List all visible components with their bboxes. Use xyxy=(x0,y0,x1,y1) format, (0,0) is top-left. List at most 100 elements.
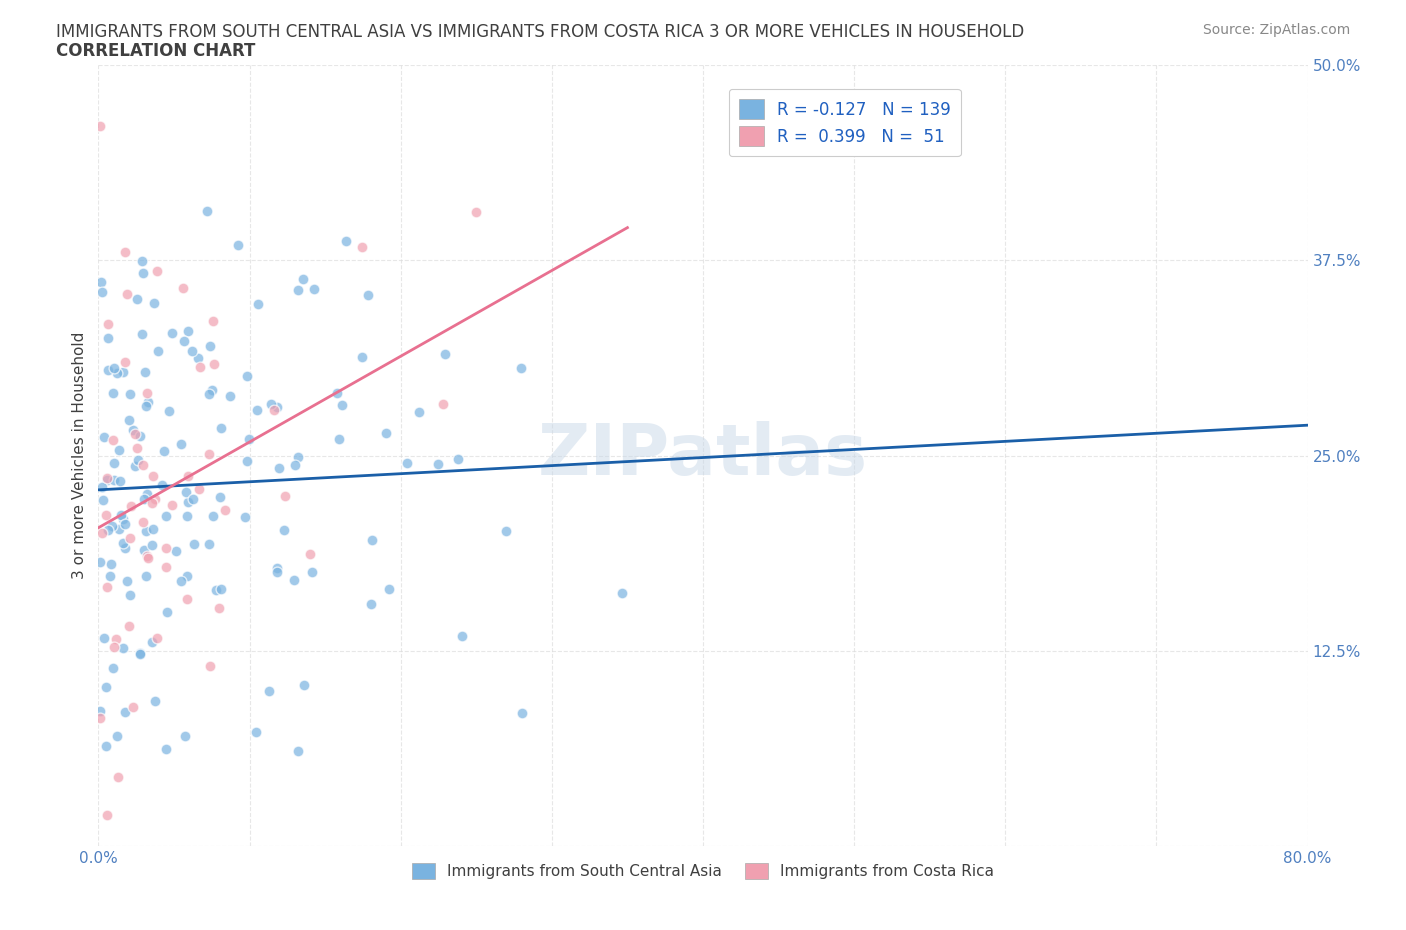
Point xyxy=(357,288,380,303)
Point xyxy=(91,493,114,508)
Point xyxy=(177,324,200,339)
Point xyxy=(98,568,121,583)
Point xyxy=(209,581,232,596)
Point xyxy=(90,525,112,540)
Point xyxy=(170,436,193,451)
Point xyxy=(352,240,374,255)
Point xyxy=(352,350,374,365)
Point xyxy=(136,549,159,564)
Point xyxy=(124,426,146,441)
Point xyxy=(173,728,195,743)
Point xyxy=(112,536,135,551)
Point xyxy=(328,432,350,446)
Point xyxy=(128,428,150,443)
Point xyxy=(111,641,134,656)
Point xyxy=(426,457,449,472)
Point xyxy=(142,522,165,537)
Point xyxy=(160,326,183,340)
Point xyxy=(124,458,146,473)
Point xyxy=(105,366,128,381)
Point xyxy=(236,454,259,469)
Point xyxy=(132,491,155,506)
Y-axis label: 3 or more Vehicles in Household: 3 or more Vehicles in Household xyxy=(72,332,87,579)
Point xyxy=(125,441,148,456)
Point xyxy=(509,361,531,376)
Point xyxy=(263,403,285,418)
Point xyxy=(97,363,120,378)
Point xyxy=(89,555,111,570)
Text: ZIPatlas: ZIPatlas xyxy=(538,421,868,490)
Point xyxy=(93,430,115,445)
Point xyxy=(209,420,232,435)
Point xyxy=(173,334,195,349)
Point xyxy=(165,544,187,559)
Point xyxy=(245,403,267,418)
Point xyxy=(117,618,139,633)
Point xyxy=(197,446,219,461)
Point xyxy=(299,547,322,562)
Point xyxy=(135,399,157,414)
Point xyxy=(291,272,314,286)
Point xyxy=(136,487,159,502)
Point xyxy=(205,583,228,598)
Text: CORRELATION CHART: CORRELATION CHART xyxy=(56,42,256,60)
Point xyxy=(122,699,145,714)
Point xyxy=(112,365,135,379)
Point xyxy=(117,574,139,589)
Point xyxy=(103,639,125,654)
Point xyxy=(101,432,124,447)
Point xyxy=(284,458,307,472)
Point xyxy=(150,477,173,492)
Legend: Immigrants from South Central Asia, Immigrants from Costa Rica: Immigrants from South Central Asia, Immi… xyxy=(406,857,1000,885)
Point xyxy=(301,565,323,579)
Point xyxy=(330,397,353,412)
Point xyxy=(176,569,198,584)
Point xyxy=(612,586,634,601)
Point xyxy=(188,360,211,375)
Point xyxy=(238,432,260,446)
Point xyxy=(94,507,117,522)
Point xyxy=(127,452,149,467)
Point xyxy=(326,386,349,401)
Point xyxy=(233,510,256,525)
Point xyxy=(96,472,118,487)
Point xyxy=(143,491,166,506)
Point xyxy=(108,473,131,488)
Point xyxy=(141,496,163,511)
Point xyxy=(433,347,456,362)
Point xyxy=(89,711,111,725)
Point xyxy=(246,297,269,312)
Point xyxy=(304,282,326,297)
Point xyxy=(97,331,120,346)
Point xyxy=(141,635,163,650)
Point xyxy=(283,573,305,588)
Point xyxy=(183,537,205,551)
Point xyxy=(176,508,198,523)
Point xyxy=(177,469,200,484)
Point xyxy=(226,237,249,252)
Point xyxy=(218,389,240,404)
Point xyxy=(97,316,120,331)
Point xyxy=(132,514,155,529)
Point xyxy=(208,490,231,505)
Point xyxy=(155,560,177,575)
Point xyxy=(101,661,124,676)
Point xyxy=(114,245,136,259)
Point xyxy=(110,507,132,522)
Point xyxy=(360,597,382,612)
Point xyxy=(173,281,195,296)
Point xyxy=(103,456,125,471)
Point xyxy=(335,233,357,248)
Point xyxy=(155,508,177,523)
Point xyxy=(101,518,124,533)
Point xyxy=(177,495,200,510)
Point xyxy=(90,285,112,299)
Point xyxy=(103,385,125,400)
Point xyxy=(273,522,295,537)
Point xyxy=(197,386,219,401)
Point xyxy=(266,565,288,579)
Point xyxy=(201,509,224,524)
Point xyxy=(100,557,122,572)
Point xyxy=(136,385,159,400)
Point xyxy=(198,658,221,673)
